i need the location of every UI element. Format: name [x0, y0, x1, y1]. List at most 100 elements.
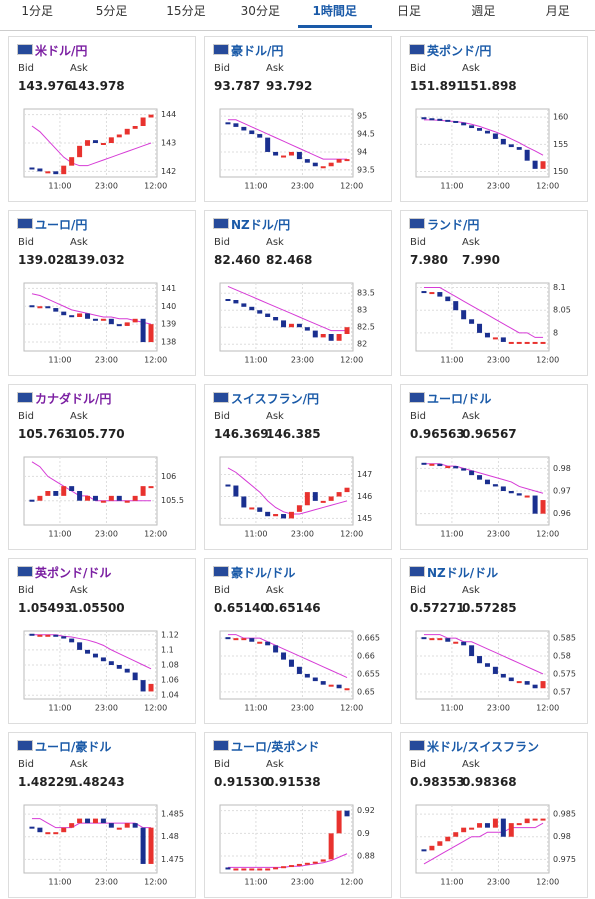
x-tick-label: 23:00 — [487, 182, 510, 191]
candle — [265, 868, 271, 871]
candle — [132, 672, 138, 681]
mini-chart: 93.5 94 94.5 95 11:00 23:00 12:00 — [219, 108, 375, 191]
candle — [304, 862, 310, 865]
pair-name[interactable]: ユーロ/英ポンド — [231, 740, 320, 754]
candle — [61, 636, 67, 639]
tab[interactable]: 1分足 — [21, 4, 53, 18]
bid-label: Bid — [410, 411, 426, 422]
pair-name[interactable]: 英ポンド/ドル — [35, 566, 112, 580]
candle — [37, 168, 43, 172]
candle — [37, 306, 43, 309]
y-tick-label: 0.9 — [357, 829, 370, 838]
pair-name[interactable]: NZドル/円 — [231, 218, 291, 232]
candle — [477, 128, 483, 131]
candle — [540, 341, 546, 344]
pair-name[interactable]: ユーロ/円 — [35, 218, 88, 232]
pair-name[interactable]: ユーロ/豪ドル — [35, 740, 112, 754]
x-tick-label: 23:00 — [95, 878, 118, 887]
tab[interactable]: 週足 — [471, 4, 496, 18]
candle — [29, 826, 35, 829]
currency-panel: ユーロ/英ポンド Bid Ask 0.91530 0.91538 0.88 0.9 0.92 1… — [204, 732, 392, 898]
tab[interactable]: 15分足 — [166, 4, 206, 18]
tab[interactable]: 日足 — [397, 4, 422, 18]
moving-average — [423, 287, 544, 338]
mini-chart: 0.96 0.97 0.98 11:00 23:00 12:00 — [415, 456, 571, 539]
ask-value: 143.978 — [70, 79, 125, 93]
pair-name[interactable]: 豪ドル/ドル — [231, 566, 296, 580]
mini-chart: 1.475 1.48 1.485 11:00 23:00 12:00 — [23, 804, 184, 887]
candle — [100, 500, 106, 503]
candle — [469, 645, 475, 657]
candle — [328, 833, 334, 860]
tab[interactable]: 5分足 — [95, 4, 128, 18]
tab[interactable]: 1時間足 — [297, 0, 372, 28]
x-tick-label: 12:00 — [340, 530, 363, 539]
bid-label: Bid — [18, 63, 34, 74]
candle — [477, 656, 483, 664]
tab[interactable]: 月足 — [545, 4, 570, 18]
candle — [296, 151, 302, 160]
candle — [461, 310, 467, 320]
pair-name[interactable]: ユーロ/ドル — [427, 392, 492, 406]
ask-label: Ask — [462, 237, 480, 248]
moving-average — [227, 285, 348, 332]
flag-icon — [409, 44, 425, 55]
candle — [540, 500, 546, 514]
candle — [225, 867, 231, 870]
candle — [288, 323, 294, 328]
pair-name[interactable]: 米ドル/スイスフラン — [427, 740, 540, 754]
flag-icon — [213, 566, 229, 577]
candle — [132, 318, 138, 323]
candle — [225, 484, 231, 487]
flag-icon — [213, 44, 229, 55]
ask-label: Ask — [266, 411, 284, 422]
pair-name[interactable]: スイスフラン/円 — [231, 392, 320, 406]
plot-frame — [219, 456, 354, 526]
flag-icon — [17, 218, 33, 229]
candle — [61, 165, 67, 175]
candle — [320, 681, 326, 685]
candle — [296, 863, 302, 866]
candle — [29, 499, 35, 502]
bid-value: 151.891 — [410, 79, 465, 93]
candle — [45, 171, 51, 174]
pair-name[interactable]: 米ドル/円 — [35, 44, 88, 58]
y-tick-label: 0.58 — [553, 652, 571, 661]
candle — [469, 319, 475, 324]
candle — [124, 500, 130, 503]
flag-icon — [17, 566, 33, 577]
pair-name[interactable]: 英ポンド/円 — [427, 44, 492, 58]
tab[interactable]: 30分足 — [240, 4, 280, 18]
candle — [344, 327, 350, 334]
ask-label: Ask — [70, 63, 88, 74]
candle — [421, 462, 427, 465]
pair-name[interactable]: ランド/円 — [427, 218, 480, 232]
candle — [225, 122, 231, 125]
candle — [85, 818, 91, 824]
candle — [516, 493, 522, 496]
pair-name[interactable]: 豪ドル/円 — [231, 44, 284, 58]
y-tick-label: 141 — [161, 284, 176, 293]
candle — [265, 137, 271, 152]
currency-panel: 豪ドル/ドル Bid Ask 0.65140 0.65146 0.65 0.655 0.66 0… — [204, 558, 392, 724]
candle — [500, 337, 506, 342]
mini-chart: 138 139 140 141 11:00 23:00 12:00 — [23, 282, 176, 365]
mini-chart: 82 82.5 83 83.5 11:00 23:00 12:00 — [219, 282, 375, 365]
candle — [469, 470, 475, 476]
ask-label: Ask — [462, 585, 480, 596]
candle — [69, 315, 75, 318]
plot-frame — [23, 804, 158, 874]
bid-value: 1.48229 — [18, 775, 73, 789]
candle — [53, 634, 59, 637]
bid-value: 0.65140 — [214, 601, 269, 615]
candle — [453, 832, 459, 837]
x-tick-label: 12:00 — [536, 356, 559, 365]
candle — [273, 867, 279, 870]
pair-name[interactable]: カナダドル/円 — [35, 392, 112, 406]
mini-chart: 145 146 147 11:00 23:00 12:00 — [219, 456, 372, 539]
pair-name[interactable]: NZドル/ドル — [427, 566, 499, 580]
candle — [477, 475, 483, 480]
y-tick-label: 1.1 — [161, 645, 174, 654]
bid-label: Bid — [18, 585, 34, 596]
x-tick-label: 12:00 — [144, 704, 167, 713]
